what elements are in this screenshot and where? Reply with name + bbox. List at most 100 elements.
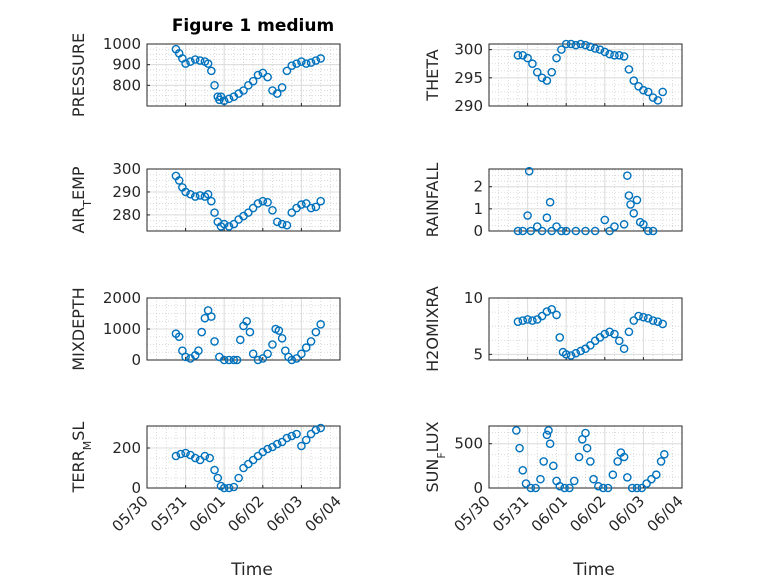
data-point [619, 452, 629, 462]
data-point [571, 226, 581, 236]
data-point [248, 203, 258, 213]
data-point [648, 226, 658, 236]
y-tick-label: 900 [112, 56, 141, 74]
data-point [595, 45, 605, 54]
data-point [547, 304, 557, 314]
data-point [542, 76, 552, 85]
data-point [614, 50, 624, 60]
data-point [639, 220, 648, 229]
data-point [569, 476, 579, 486]
axes-box [146, 43, 341, 107]
data-point [224, 355, 234, 365]
data-point [239, 86, 248, 95]
data-point [594, 481, 603, 491]
data-point [561, 350, 571, 359]
data-point [610, 50, 619, 60]
data-point [297, 349, 306, 359]
y-tick-label: 2000 [103, 289, 141, 307]
data-point [253, 199, 263, 208]
data-point [242, 316, 252, 326]
data-point [301, 435, 311, 445]
y-tick-label: 1000 [103, 35, 141, 53]
data-point [523, 315, 532, 324]
data-point [542, 213, 552, 223]
data-point [639, 85, 648, 95]
y-tick-label: 1000 [103, 320, 141, 338]
data-point [590, 44, 600, 53]
x-tick-label: 06/03 [263, 492, 306, 535]
data-point [232, 355, 242, 365]
data-point [632, 483, 642, 493]
data-point [287, 208, 297, 217]
data-point [619, 344, 629, 354]
x-tick-label: 05/31 [147, 492, 190, 535]
data-point [552, 53, 561, 63]
data-point [512, 426, 521, 435]
data-point [574, 452, 584, 462]
data-point [545, 197, 555, 207]
data-point [581, 40, 590, 50]
y-tick-label: 290 [454, 97, 483, 115]
axes-box [488, 425, 683, 489]
data-point [521, 479, 531, 488]
y-axis-label: H2OMIXRA [423, 286, 442, 372]
data-point [639, 312, 648, 322]
y-axis-label: PRESSURE [69, 33, 88, 117]
data-point [537, 311, 547, 321]
data-point [272, 217, 282, 227]
data-point [547, 67, 557, 77]
y-tick-label: 280 [112, 206, 141, 224]
data-point [292, 429, 301, 439]
data-point [311, 327, 321, 337]
data-point [605, 49, 614, 59]
data-point [566, 351, 576, 360]
data-point [181, 448, 190, 458]
subplot-pressure: 800 900 1000 PRESSURE [69, 33, 341, 117]
data-point [524, 166, 534, 176]
data-point [292, 354, 301, 363]
y-tick-label: 800 [112, 76, 141, 94]
subplot-mixdepth: 0 1000 2000 MIXDEPTH [69, 287, 341, 371]
data-point [219, 483, 229, 493]
data-point [272, 439, 282, 449]
data-point [647, 474, 656, 484]
subplot-rainfall: 0 1 2 RAINFALL [423, 163, 683, 240]
data-point [219, 355, 229, 365]
y-axis-label: THETA [423, 49, 442, 101]
y-tick-label: 0 [131, 479, 141, 497]
data-point [248, 349, 258, 359]
y-tick-label: 500 [454, 435, 483, 453]
axes-box [488, 168, 683, 232]
data-point [515, 443, 524, 453]
axes-box [146, 168, 341, 232]
data-point [287, 61, 297, 70]
data-point [542, 307, 552, 316]
data-point [244, 208, 253, 217]
data-point [658, 87, 668, 97]
x-tick-label: 06/04 [302, 492, 345, 535]
data-point [627, 483, 637, 493]
data-point [245, 327, 255, 337]
data-point [626, 200, 635, 209]
data-point [571, 40, 581, 50]
data-point [171, 451, 181, 461]
axes-box [488, 43, 683, 107]
data-point [643, 226, 653, 236]
data-point [600, 329, 610, 339]
data-point [634, 311, 643, 321]
data-point [598, 483, 608, 493]
data-point [277, 333, 287, 343]
y-tick-label: 200 [112, 439, 141, 457]
data-point [565, 483, 574, 493]
x-tick-label: 06/01 [186, 492, 229, 535]
y-tick-label: 0 [473, 222, 483, 240]
data-point [629, 316, 639, 325]
data-point [642, 479, 651, 488]
data-point [229, 355, 239, 365]
data-point [297, 57, 306, 66]
data-point [552, 222, 561, 231]
data-point [532, 222, 542, 231]
data-point [203, 59, 213, 68]
data-point [301, 59, 311, 68]
y-tick-label: 0 [131, 351, 141, 369]
